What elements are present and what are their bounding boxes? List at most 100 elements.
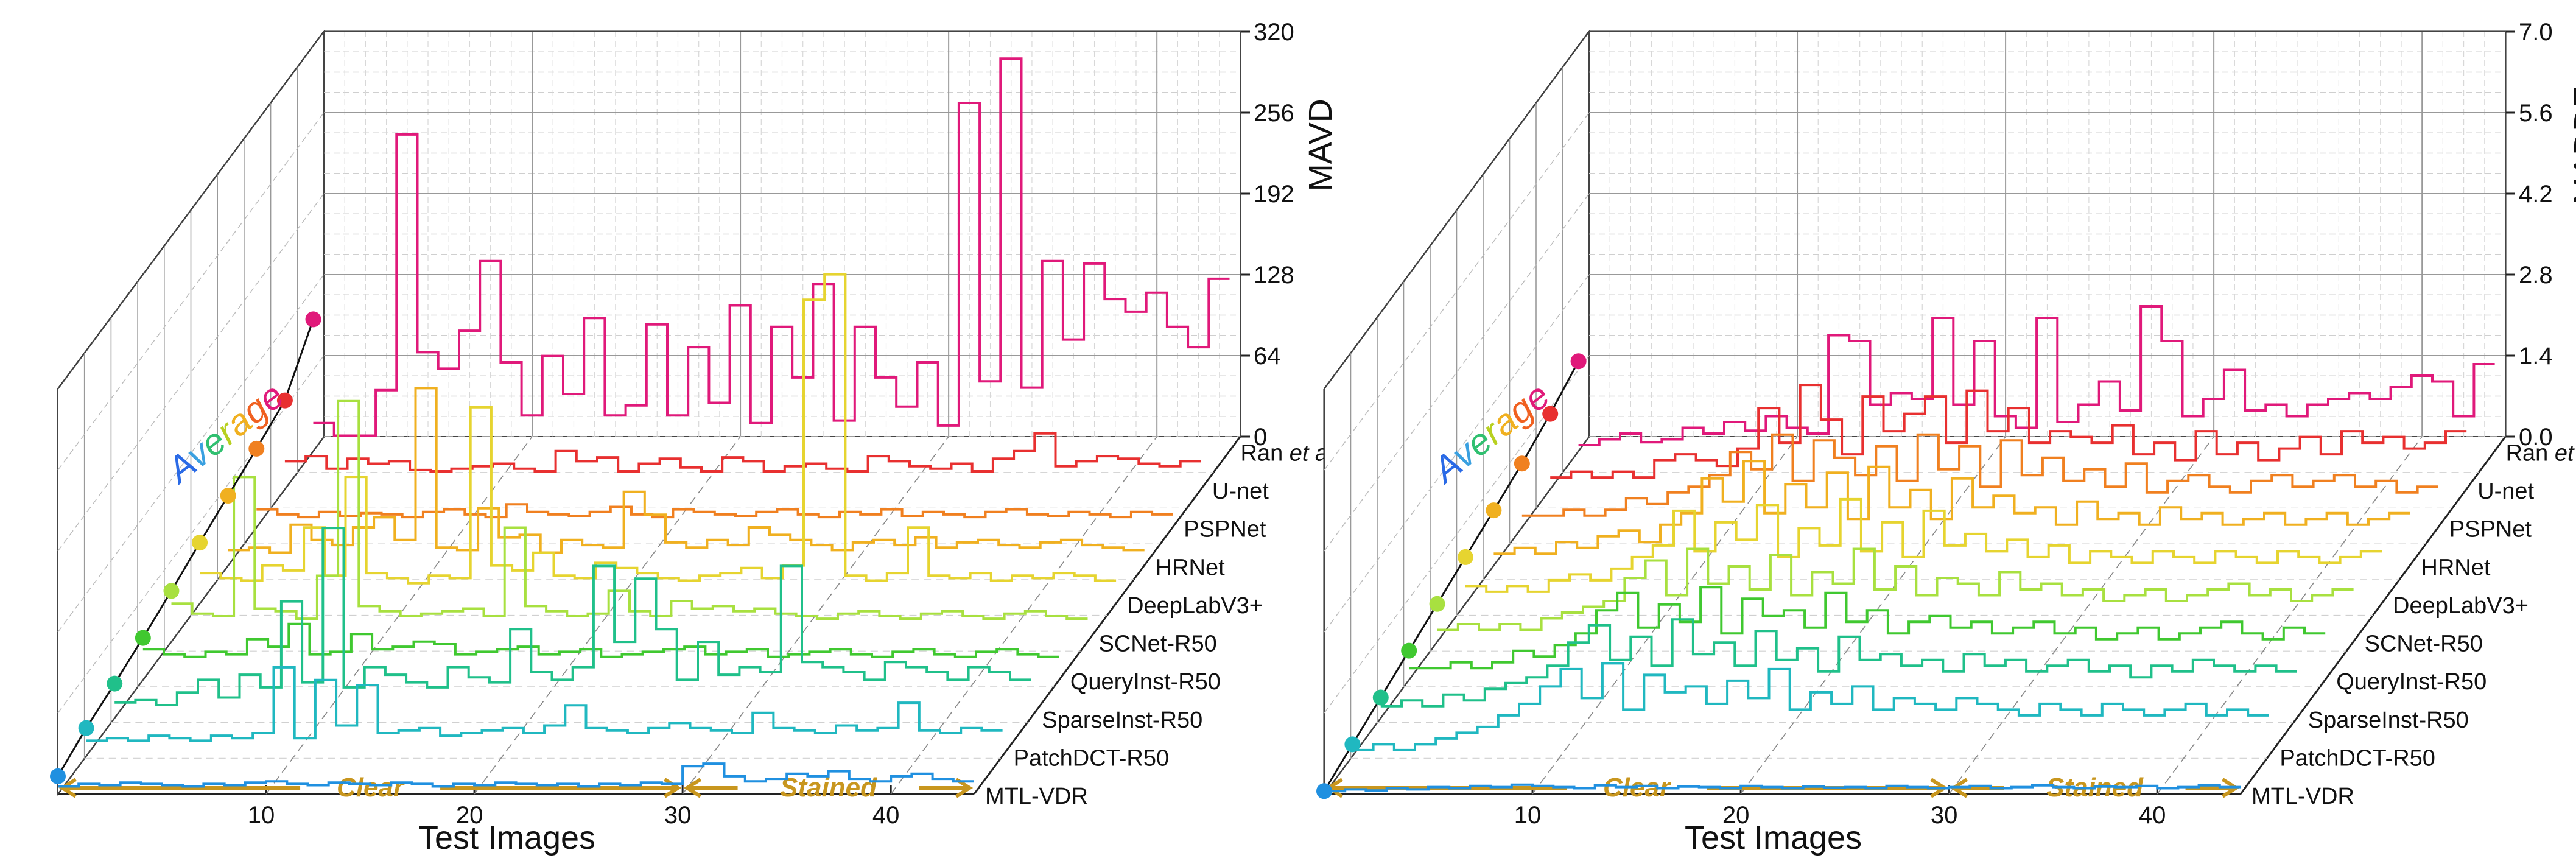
series-lines: Ran et al.U-netPSPNetHRNetDeepLabV3+SCNe…	[1324, 305, 2576, 809]
z-tick-label: 64	[1254, 343, 1281, 370]
series-label: PSPNet	[2449, 517, 2532, 543]
series-line	[1465, 497, 2382, 593]
average-point	[107, 675, 123, 692]
x-axis-title: Test Images	[1685, 820, 1862, 856]
average-point	[276, 392, 293, 409]
series-label: Ran et al.	[2506, 440, 2576, 466]
z-tick-label: 1.4	[2519, 343, 2553, 370]
series-label: PSPNet	[1184, 517, 1266, 543]
group-annotations: Clear Stained	[58, 773, 974, 803]
average-point	[1429, 596, 1445, 612]
average-point	[248, 440, 265, 457]
x-tick-label: 30	[1931, 802, 1958, 829]
z-tick-label: 256	[1254, 100, 1294, 127]
floor-grid-major	[265, 436, 533, 795]
average-line	[57, 318, 314, 777]
average-point	[1458, 549, 1473, 565]
side-grid	[57, 274, 325, 633]
side-grid	[57, 193, 325, 552]
side-grid	[1324, 193, 1590, 552]
series-line	[142, 622, 1059, 658]
z-axis-title: MAVD	[1302, 99, 1339, 191]
gridlines	[57, 29, 1241, 796]
z-tick-label: 0.0	[2519, 424, 2553, 451]
group-arrow-head	[58, 778, 77, 798]
x-axis-title: Test Images	[418, 820, 595, 856]
x-tick-label: 20	[1722, 802, 1750, 829]
mavd-chart-panel: 0 64 128 192 256 320 MAVD 10 20 30 40 Test Images Cl…	[50, 19, 1339, 856]
average-point	[78, 720, 94, 736]
group-label: Clear	[337, 773, 405, 803]
x-tick-label: 40	[872, 802, 900, 829]
series-line	[1409, 586, 2326, 670]
z-tick-label: 4.2	[2519, 181, 2553, 208]
series-line	[313, 57, 1230, 437]
floor-grid-major	[1948, 436, 2214, 795]
average-point	[192, 535, 208, 551]
z-tick-label: 320	[1254, 19, 1294, 46]
x-tick-label: 10	[1514, 802, 1542, 829]
series-label: MTL-VDR	[2251, 784, 2354, 809]
series-line	[1437, 547, 2354, 631]
series-label: PatchDCT-R50	[2279, 745, 2435, 771]
series-line	[284, 432, 1201, 473]
average-point	[1344, 736, 1361, 753]
z-tick-label: 128	[1254, 262, 1294, 289]
series-line	[1324, 783, 2241, 793]
average-line	[1323, 360, 1579, 792]
series-label: DeepLabV3+	[1127, 593, 1263, 619]
average-label: Average	[1424, 374, 1557, 491]
floor-grid-major	[2157, 436, 2423, 795]
series-label: SparseInst-R50	[1042, 708, 1202, 733]
average-point	[1542, 406, 1559, 422]
series-line	[1550, 384, 2467, 479]
floor-grid-major	[474, 436, 741, 795]
x-tick-label: 20	[456, 802, 483, 829]
series-label: SparseInst-R50	[2308, 708, 2469, 733]
series-line	[1578, 305, 2495, 446]
group-arrow-head	[664, 778, 682, 798]
x-tick-label: 40	[2139, 802, 2166, 829]
series-line	[256, 503, 1173, 519]
series-label: SCNet-R50	[1098, 631, 1216, 657]
z-tick-label: 192	[1254, 181, 1294, 208]
group-arrow-head	[683, 778, 702, 798]
average-point	[1514, 455, 1530, 472]
x-tick-label: 10	[248, 802, 275, 829]
floor-grid-major	[1532, 436, 1798, 795]
z-tick-label: 5.6	[2519, 100, 2553, 127]
average-point	[1372, 689, 1389, 706]
side-grid	[1324, 274, 1590, 633]
series-label: MTL-VDR	[985, 784, 1088, 809]
series-lines: Ran et al.U-netPSPNetHRNetDeepLabV3+SCNe…	[58, 57, 1339, 809]
series-line	[1380, 618, 2297, 708]
series-line	[1493, 460, 2410, 555]
side-grid	[57, 355, 325, 714]
floor-grid-major	[890, 436, 1157, 795]
series-label: U-net	[1212, 479, 1269, 504]
series-line	[86, 666, 1003, 742]
average-point	[50, 768, 66, 784]
average-point	[1570, 353, 1587, 370]
average-point	[163, 583, 180, 599]
average-point	[1316, 783, 1332, 800]
series-line	[228, 387, 1145, 554]
series-line	[200, 273, 1117, 585]
series-line	[1352, 662, 2269, 751]
series-label: HRNet	[1156, 555, 1225, 580]
floor-grid-major	[1740, 436, 2006, 795]
average-markers: Average	[50, 311, 321, 784]
x-tick-label: 30	[664, 802, 692, 829]
average-point	[305, 311, 321, 328]
average-point	[220, 488, 236, 504]
series-label: QueryInst-R50	[1070, 669, 1221, 695]
average-point	[135, 630, 151, 646]
series-line	[114, 527, 1031, 706]
z-tick-label: 0	[1254, 424, 1267, 451]
series-label: QueryInst-R50	[2336, 669, 2487, 695]
average-point	[1486, 502, 1502, 519]
series-line	[171, 399, 1088, 620]
series-line	[1521, 433, 2438, 517]
z-tick-label: 2.8	[2519, 262, 2553, 289]
